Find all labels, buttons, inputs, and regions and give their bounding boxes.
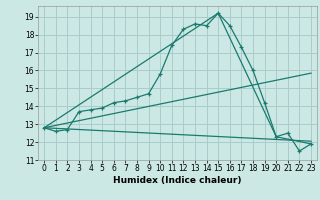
X-axis label: Humidex (Indice chaleur): Humidex (Indice chaleur): [113, 176, 242, 185]
